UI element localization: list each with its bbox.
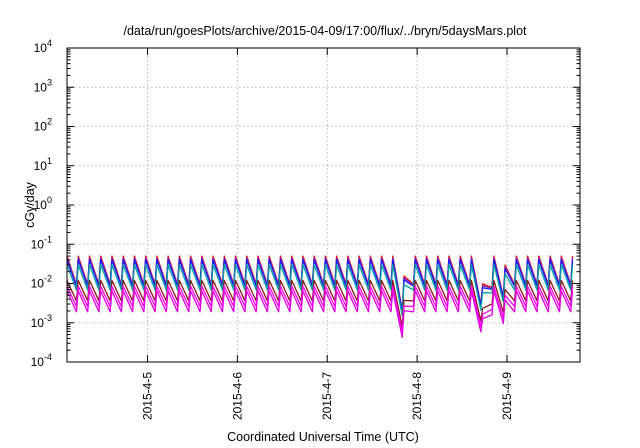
y-tick-label: 101	[34, 156, 52, 173]
y-tick-label: 104	[34, 38, 52, 55]
x-axis-label: Coordinated Universal Time (UTC)	[227, 430, 419, 444]
x-axis: 2015-4-5 2015-4-6 2015-4-7 2015-4-8 2015-4-9	[141, 48, 514, 420]
y-axis: 10-4 10-3 10-2 10-1 100 101 102 103 104	[31, 38, 580, 369]
y-tick-label: 10-1	[31, 234, 52, 251]
x-tick-label: 2015-4-9	[500, 372, 514, 420]
x-tick-label: 2015-4-6	[230, 372, 244, 420]
y-tick-label: 103	[34, 77, 52, 94]
y-tick-label: 10-4	[31, 352, 52, 369]
y-axis-label: cGy/day	[23, 181, 37, 228]
x-tick-label: 2015-4-5	[141, 372, 155, 420]
chart-title: /data/run/goesPlots/archive/2015-04-09/1…	[123, 24, 527, 38]
series-line	[66, 290, 574, 339]
x-tick-label: 2015-4-7	[320, 372, 334, 420]
y-tick-label: 102	[34, 117, 52, 134]
plot-area	[66, 255, 574, 339]
x-tick-label: 2015-4-8	[410, 372, 424, 420]
y-tick-label: 100	[34, 195, 52, 212]
y-tick-label: 10-3	[31, 313, 52, 330]
y-tick-label: 10-2	[31, 274, 52, 291]
series-line	[66, 264, 574, 317]
